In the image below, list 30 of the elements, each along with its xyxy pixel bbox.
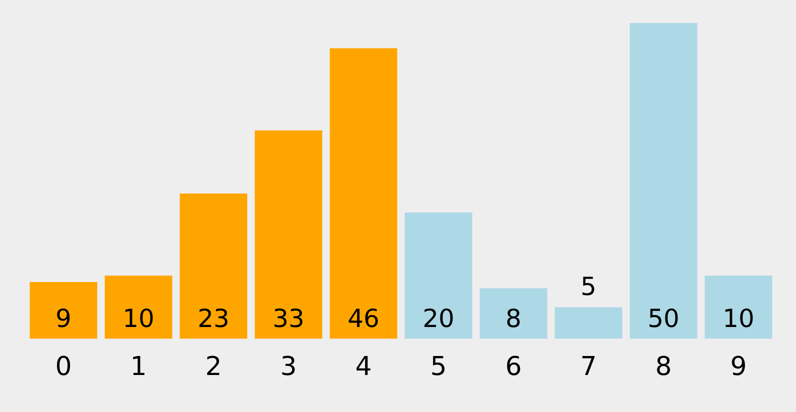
x-tick-label: 8 bbox=[655, 352, 672, 382]
data-label: 10 bbox=[122, 304, 154, 333]
data-label: 8 bbox=[506, 304, 522, 333]
data-label: 23 bbox=[198, 304, 230, 333]
bar bbox=[330, 48, 398, 339]
data-label: 20 bbox=[422, 304, 454, 333]
bar bbox=[30, 282, 98, 339]
x-tick-label: 7 bbox=[580, 352, 597, 382]
x-tick-label: 2 bbox=[205, 352, 222, 382]
bar bbox=[630, 23, 698, 339]
x-tick-label: 0 bbox=[55, 352, 72, 382]
bar bbox=[104, 276, 172, 339]
bar bbox=[480, 288, 548, 339]
data-label: 5 bbox=[580, 272, 596, 302]
bar bbox=[704, 276, 772, 339]
x-tick-label: 6 bbox=[505, 352, 522, 382]
x-tick-label: 4 bbox=[355, 352, 372, 382]
data-label: 9 bbox=[56, 304, 72, 333]
bar bbox=[404, 212, 472, 339]
data-label: 33 bbox=[272, 304, 304, 333]
x-tick-label: 9 bbox=[730, 352, 747, 382]
data-label: 50 bbox=[648, 304, 680, 333]
x-tick-label: 5 bbox=[430, 352, 447, 382]
bar bbox=[180, 194, 248, 339]
bar bbox=[254, 130, 322, 339]
data-label: 10 bbox=[722, 304, 754, 333]
data-label: 46 bbox=[348, 304, 380, 333]
x-tick-label: 1 bbox=[130, 352, 147, 382]
x-tick-label: 3 bbox=[280, 352, 297, 382]
bar bbox=[554, 307, 622, 339]
